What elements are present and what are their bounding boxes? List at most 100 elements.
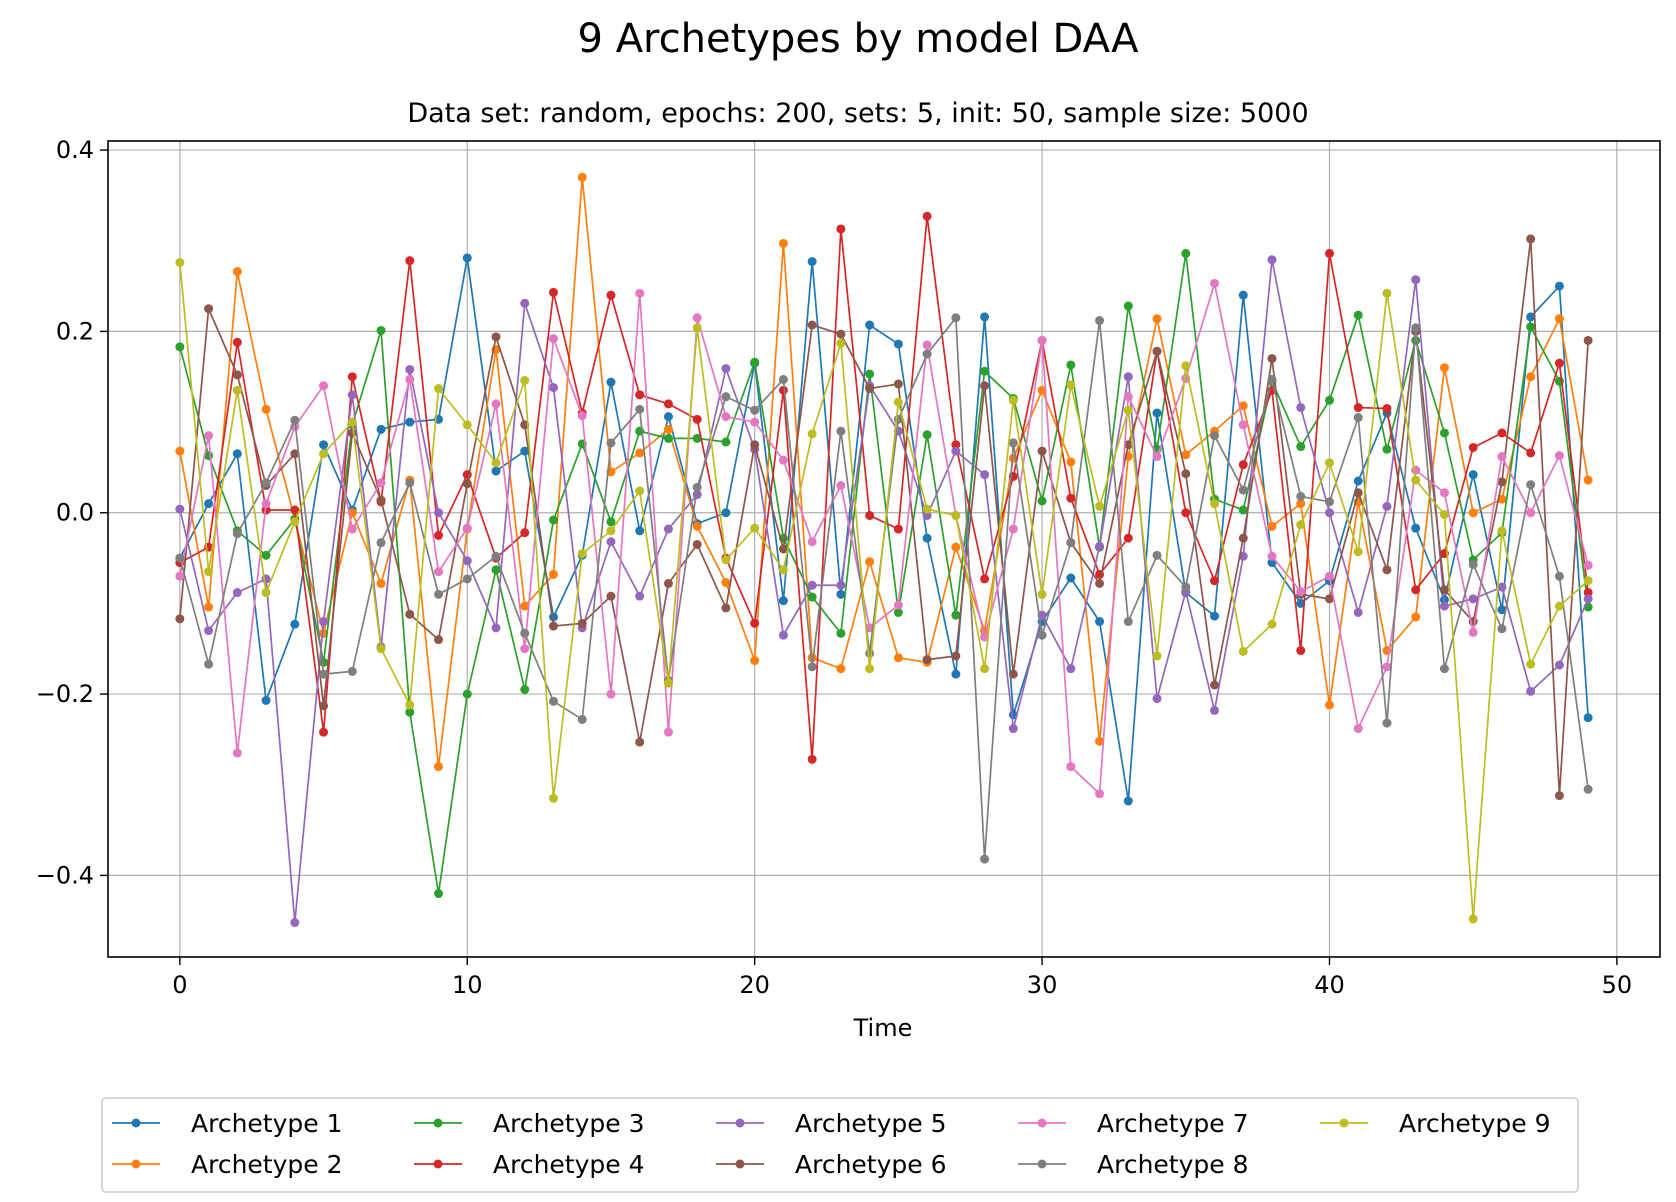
data-point [1382,288,1392,298]
data-point [1583,588,1593,598]
data-point [376,578,386,588]
data-point [1382,718,1392,728]
data-point [1324,458,1334,468]
data-point [232,385,242,395]
data-point [750,405,760,415]
legend-swatch-marker [131,1118,141,1128]
data-point [750,618,760,628]
data-point [1554,571,1564,581]
data-point [491,399,501,409]
series-archetype-5 [175,255,1593,928]
x-tick-label: 20 [739,971,770,999]
axis-ticks: 0 10 20 30 40 50 −0.4 −0.2 0.0 0.2 0.4 [36,136,1632,999]
data-point [1439,488,1449,498]
data-point [663,578,673,588]
data-point [1181,450,1191,460]
data-point [1526,659,1536,669]
data-point [462,523,472,533]
data-point [692,539,702,549]
data-point [491,623,501,633]
data-point [462,689,472,699]
data-point [290,918,300,928]
x-tick-label: 0 [172,971,187,999]
data-point [1554,451,1564,461]
data-point [951,651,961,661]
data-point [951,542,961,552]
data-point [175,504,185,514]
legend-swatch-marker [1037,1118,1047,1128]
series-lines [175,172,1593,928]
data-point [1238,485,1248,495]
data-point [548,621,558,631]
data-point [1008,524,1018,534]
data-point [1497,526,1507,536]
data-point [1008,724,1018,734]
data-point [1238,401,1248,411]
data-point [520,528,530,538]
data-point [1411,335,1421,345]
data-point [1238,290,1248,300]
data-point [807,653,817,663]
data-point [491,565,501,575]
data-point [434,567,444,577]
legend: Archetype 1 Archetype 2 Archetype 3 Archety… [101,1097,1579,1193]
data-point [175,553,185,563]
data-point [692,482,702,492]
data-point [807,662,817,672]
data-point [778,238,788,248]
data-point [1210,278,1220,288]
data-point [750,440,760,450]
data-point [1296,646,1306,656]
data-point [175,446,185,456]
data-point [1468,627,1478,637]
data-point [778,596,788,606]
data-point [1267,354,1277,364]
data-point [750,357,760,367]
data-point [1382,501,1392,511]
data-point [1526,312,1536,322]
data-point [1123,533,1133,543]
data-point [635,288,645,298]
chart-subtitle: Data set: random, epochs: 200, sets: 5, … [407,98,1308,129]
data-point [232,370,242,380]
data-point [807,257,817,267]
data-point [893,653,903,663]
data-point [1583,475,1593,485]
data-point [261,404,271,414]
data-point [261,499,271,509]
data-point [1382,444,1392,454]
data-point [1267,551,1277,561]
data-point [606,591,616,601]
data-point [347,390,357,400]
data-point [1296,403,1306,413]
data-point [1526,234,1536,244]
data-point [750,417,760,427]
series-line [179,282,1589,795]
data-point [663,433,673,443]
data-point [1181,248,1191,258]
series-line [179,252,1589,895]
data-point [865,510,875,520]
data-point [347,524,357,534]
data-point [319,669,329,679]
data-point [1095,578,1105,588]
data-point [232,588,242,598]
legend-swatch-marker [735,1159,745,1169]
data-point [1095,789,1105,799]
data-point [204,431,214,441]
data-point [951,510,961,520]
data-point [548,515,558,525]
data-point [405,478,415,488]
data-point [1210,499,1220,509]
data-point [922,655,932,665]
data-point [836,329,846,339]
data-point [893,339,903,349]
data-point [980,632,990,642]
data-point [376,644,386,654]
data-point [1526,508,1536,518]
data-point [462,556,472,566]
data-point [1152,452,1162,462]
x-tick-label: 50 [1602,971,1633,999]
data-point [520,628,530,638]
data-point [1468,914,1478,924]
